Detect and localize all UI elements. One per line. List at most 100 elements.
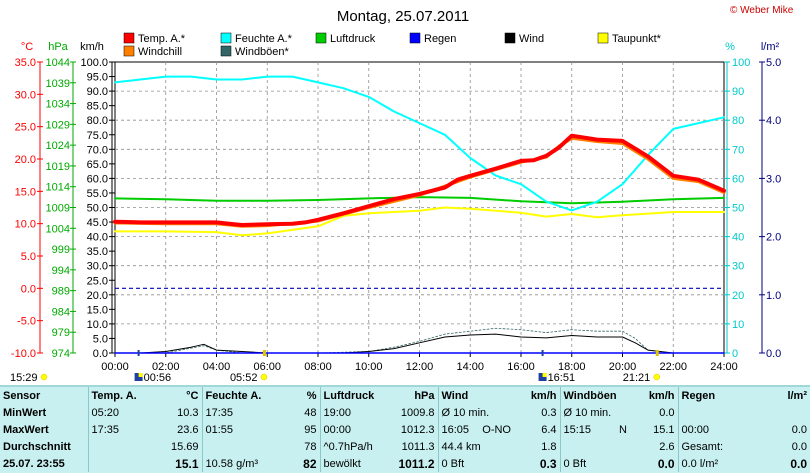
rain-value (756, 404, 810, 421)
axis-tick-label: 0.0 (766, 348, 781, 360)
legend-swatch (220, 45, 232, 57)
legend-label: Regen (424, 33, 456, 45)
humidity-value: 82 (303, 456, 317, 471)
gust-label: Ø 10 min. (559, 404, 630, 421)
rain-value: 0.0 (791, 423, 807, 436)
axis-unit-label: km/h (80, 41, 104, 53)
legend-label: Wind (519, 33, 544, 45)
wind-value: 6.4 (541, 423, 557, 436)
table-header-row: Sensor Temp. A. °C Feuchte A. % Luftdruc… (0, 387, 810, 404)
moonset-icon-highlight (542, 373, 547, 377)
sunset-sun-icon (653, 373, 661, 381)
legend-label: Windchill (138, 46, 182, 58)
axis-tick-label: 989 (52, 286, 70, 298)
axis-tick-label: 15.0 (87, 304, 108, 316)
series-line-temperature (113, 133, 726, 227)
copyright-text: © Weber Mike (730, 5, 794, 16)
axis-tick-label: 20.0 (15, 154, 36, 166)
axis-tick-label: 20.0 (87, 290, 108, 302)
humidity-time (201, 438, 264, 455)
header-pressure-unit: hPa (414, 389, 435, 402)
axis-tick-label: 5.0 (93, 333, 108, 345)
wind-beaufort: 0 Bft (437, 455, 514, 472)
sunrise-tick (262, 350, 266, 356)
sun-markers: 15:29 05:52 21:21 00:56 16:51 (10, 350, 661, 384)
header-humidity-unit: % (306, 389, 317, 402)
header-temp: Temp. A. (87, 387, 150, 404)
row-label: 25.07. 23:55 (3, 457, 65, 470)
gust-value: 15.1 (653, 423, 675, 436)
legend-label: Luftdruck (330, 33, 376, 45)
axis-tick-label: 100 (732, 57, 750, 69)
grid-lines (115, 62, 724, 353)
x-axis-tick-label: 06:00 (253, 361, 281, 373)
series-line-gusts (114, 327, 725, 354)
table-row: Durchschnitt 15.69 78 ^0.7hPa/h 1011.3 4… (0, 438, 810, 455)
humidity-value: 78 (304, 440, 317, 453)
axis-tick-label: 85.0 (87, 101, 108, 113)
axis-unit-label: hPa (48, 41, 68, 53)
axis-ticks: 35.0 30.0 25.0 20.0 15.0 10.0 5.0 0.0 -5.0 -10.0 1… (11, 57, 781, 373)
pressure-time: 19:00 (319, 404, 392, 421)
humidity-value: 95 (304, 423, 317, 436)
x-axis-tick-label: 18:00 (558, 361, 586, 373)
row-label: MinWert (3, 406, 47, 419)
axis-tick-label: 4.0 (766, 115, 781, 127)
pressure-value: 1009.8 (400, 406, 435, 419)
axis-tick-label: 10.0 (87, 319, 108, 331)
humidity-value: 48 (304, 406, 317, 419)
temp-value: 15.69 (170, 440, 199, 453)
gust-value: 0.0 (657, 456, 675, 471)
pressure-value: 1011.2 (398, 456, 435, 471)
series-lines (113, 75, 726, 354)
axis-tick-label: 15.0 (15, 186, 36, 198)
x-axis-tick-label: 22:00 (659, 361, 687, 373)
moonrise-icon-highlight (138, 373, 143, 377)
rain-label (677, 404, 756, 421)
table-row: 25.07. 23:55 15.1 10.58 g/m³ 82 bewölkt … (0, 455, 810, 472)
temp-time (87, 438, 150, 455)
x-axis-tick-label: 14:00 (456, 361, 484, 373)
axis-tick-label: -5.0 (17, 316, 36, 328)
axis-tick-label: 1044 (46, 57, 70, 69)
sunrise-label: 05:52 (230, 372, 258, 384)
axis-unit-label: °C (21, 41, 33, 53)
x-axis-tick-label: 08:00 (304, 361, 332, 373)
x-axis-tick-label: 24:00 (710, 361, 738, 373)
sunset-tick (655, 350, 659, 356)
axis-tick-label: 90.0 (87, 86, 108, 98)
moonset-label: 16:51 (548, 372, 576, 384)
temp-value: 23.6 (177, 423, 199, 436)
axis-tick-label: 984 (52, 306, 70, 318)
x-axis-tick-label: 12:00 (406, 361, 434, 373)
x-axis-tick-label: 16:00 (507, 361, 535, 373)
axis-tick-label: 60 (732, 173, 744, 185)
axis-tick-label: 3.0 (766, 173, 781, 185)
axis-units: °C hPa km/h% l/m² (21, 41, 780, 53)
axis-tick-label: 40 (732, 232, 744, 244)
gust-label: 15:15 N (559, 421, 630, 438)
legend-label: Feuchte A.* (235, 33, 293, 45)
wind-value: 1.8 (541, 440, 557, 453)
axis-tick-label: 1014 (46, 182, 70, 194)
wind-max-time: 16:05 (441, 423, 470, 436)
wind-label: 16:05 O-NO (437, 421, 514, 438)
axis-tick-label: 1039 (46, 78, 70, 90)
axis-unit-label: l/m² (761, 41, 780, 53)
axis-unit-label: % (725, 41, 735, 53)
legend-swatch (123, 45, 135, 57)
gust-beaufort: 0 Bft (559, 455, 630, 472)
rain-label: Gesamt: (677, 438, 756, 455)
axis-tick-label: 55.0 (87, 188, 108, 200)
axis-tick-label: 100.0 (80, 57, 108, 69)
rain-label: 00:00 (677, 421, 756, 438)
temp-time: 05:20 (87, 404, 150, 421)
rain-value: 0.0 (791, 440, 807, 453)
legend-label: Windböen* (235, 46, 290, 58)
header-rain: Regen (677, 387, 756, 404)
axis-tick-label: 75.0 (87, 130, 108, 142)
humidity-absolute: 10.58 g/m³ (201, 455, 264, 472)
header-temp-unit: °C (186, 389, 199, 402)
humidity-time: 17:35 (201, 404, 264, 421)
left-time-label: 15:29 (10, 372, 38, 384)
